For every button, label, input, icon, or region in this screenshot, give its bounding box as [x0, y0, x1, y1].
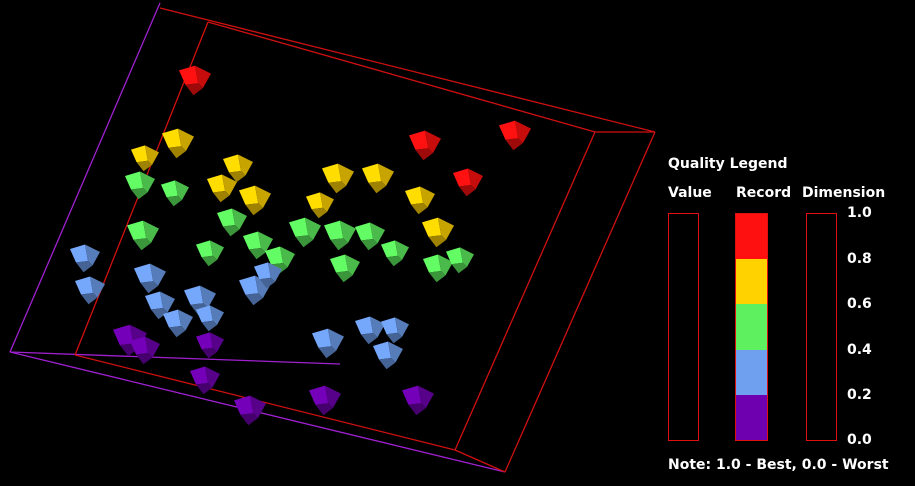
bounding-box-edge — [9, 351, 341, 365]
legend-record-band — [736, 349, 767, 395]
data-glyph — [330, 254, 360, 283]
data-glyph — [239, 185, 271, 216]
data-glyphs — [70, 65, 531, 426]
data-glyph — [362, 163, 394, 194]
data-glyph — [309, 385, 341, 416]
data-glyph — [265, 246, 295, 275]
data-glyph — [145, 291, 175, 320]
data-glyph — [373, 341, 403, 370]
data-glyph — [381, 240, 409, 267]
bounding-box-edge — [159, 7, 656, 133]
data-glyph — [322, 163, 354, 194]
data-glyph — [422, 217, 454, 248]
data-glyph — [196, 332, 224, 359]
data-glyph — [161, 180, 189, 207]
data-glyph — [217, 208, 247, 237]
legend-record-band — [736, 394, 767, 440]
data-glyph — [190, 366, 220, 395]
bounding-box-edge — [454, 131, 596, 451]
legend-tick: 0.6 — [847, 296, 872, 312]
legend-dimension-bar — [806, 213, 837, 441]
data-glyph — [289, 217, 321, 248]
data-glyph — [184, 285, 216, 316]
legend-tick: 1.0 — [847, 205, 872, 221]
legend-tick: 0.2 — [847, 387, 872, 403]
data-glyph — [163, 309, 193, 338]
data-glyph — [75, 276, 105, 305]
data-glyph — [381, 317, 409, 344]
legend-record-bar — [735, 213, 768, 441]
data-glyph — [306, 192, 334, 219]
legend-record-band — [736, 304, 767, 350]
data-glyph — [254, 262, 282, 289]
data-glyph — [134, 263, 166, 294]
data-glyph — [125, 171, 155, 200]
data-glyph — [196, 305, 224, 332]
data-glyph — [499, 120, 531, 151]
data-glyph — [355, 222, 385, 251]
data-glyph — [243, 231, 273, 260]
data-glyph — [127, 220, 159, 251]
data-glyph — [405, 186, 435, 215]
data-glyph — [409, 130, 441, 161]
data-glyph — [423, 254, 453, 283]
legend-title: Quality Legend — [668, 156, 788, 172]
data-glyph — [207, 174, 237, 203]
data-glyph — [130, 336, 160, 365]
legend-header-record: Record — [736, 185, 792, 201]
data-glyph — [162, 128, 194, 159]
data-glyph — [402, 385, 434, 416]
data-glyph — [234, 395, 266, 426]
data-glyph — [131, 145, 159, 172]
data-glyph — [196, 240, 224, 267]
data-glyph — [70, 244, 100, 273]
bounding-box-edge — [504, 131, 656, 473]
data-glyph — [312, 328, 344, 359]
legend-header-dimension: Dimension — [802, 185, 886, 201]
data-glyph — [223, 154, 253, 183]
data-glyph — [446, 247, 474, 274]
legend-header-value: Value — [668, 185, 712, 201]
legend-tick: 0.8 — [847, 251, 872, 267]
legend-tick: 0.4 — [847, 342, 872, 358]
legend-tick: 0.0 — [847, 432, 872, 448]
legend-note: Note: 1.0 - Best, 0.0 - Worst — [668, 457, 889, 473]
data-glyph — [355, 316, 385, 345]
data-glyph — [453, 168, 483, 197]
bounding-box-edge — [74, 354, 456, 451]
legend-record-band — [736, 259, 767, 305]
bounding-box-edge — [454, 449, 506, 473]
data-glyph — [239, 275, 271, 306]
data-glyph — [324, 220, 356, 251]
bounding-box-edge — [207, 21, 596, 133]
legend-value-bar — [668, 213, 699, 441]
data-glyph — [179, 65, 211, 96]
bounding-box-edge — [9, 2, 161, 353]
legend-record-band — [736, 214, 767, 260]
